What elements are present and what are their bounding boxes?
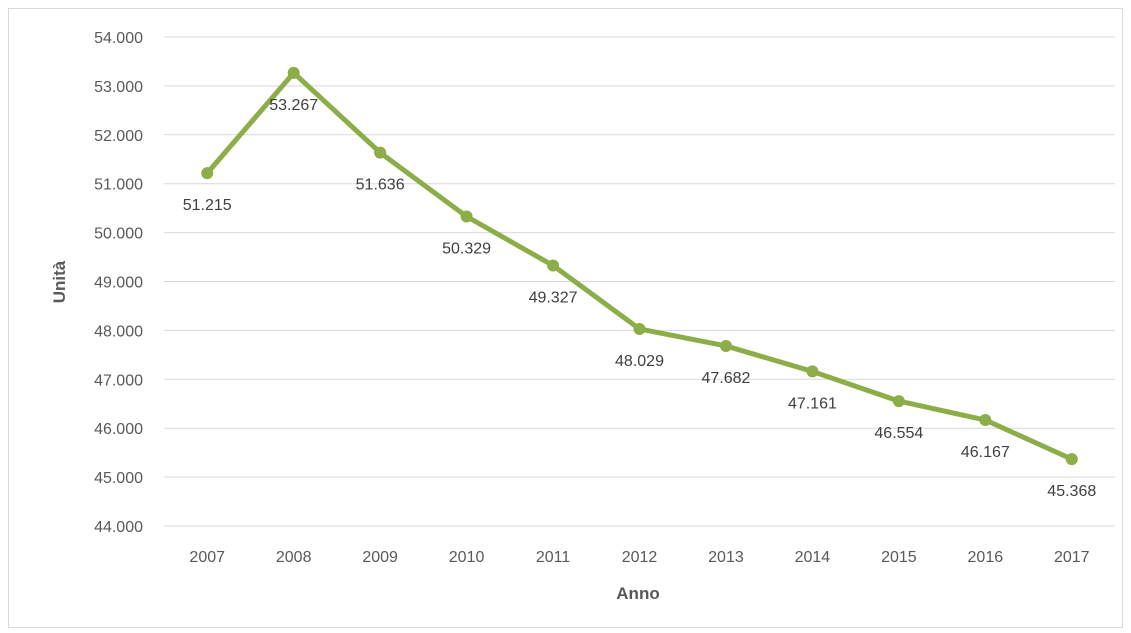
- x-tick-label: 2016: [968, 549, 1004, 566]
- x-tick-label: 2014: [795, 549, 831, 566]
- y-axis-ticks: 44.000 45.000 46.000 47.000 48.000 49.000 50.0…: [94, 30, 143, 536]
- y-tick-label: 46.000: [94, 421, 143, 438]
- y-tick-label: 52.000: [94, 128, 143, 145]
- data-label: 45.368: [1047, 483, 1096, 500]
- y-tick-label: 53.000: [94, 79, 143, 96]
- x-tick-label: 2008: [276, 549, 312, 566]
- data-point: [806, 365, 819, 378]
- data-point: [892, 395, 905, 408]
- y-tick-label: 48.000: [94, 323, 143, 340]
- x-tick-label: 2012: [622, 549, 658, 566]
- data-label: 49.327: [529, 290, 578, 307]
- data-point: [979, 414, 992, 427]
- data-label: 47.682: [701, 370, 750, 387]
- data-label: 53.267: [269, 97, 318, 114]
- x-tick-label: 2015: [881, 549, 917, 566]
- y-axis-title: Unità: [50, 260, 69, 303]
- y-tick-label: 54.000: [94, 30, 143, 47]
- data-label: 46.554: [874, 425, 923, 442]
- series-layer: [201, 66, 1078, 466]
- data-label: 47.161: [788, 395, 837, 412]
- y-tick-label: 44.000: [94, 519, 143, 536]
- x-tick-label: 2011: [536, 549, 571, 566]
- data-label: 48.029: [615, 353, 664, 370]
- y-tick-label: 49.000: [94, 275, 143, 292]
- data-point: [1065, 453, 1078, 466]
- x-axis-title: Anno: [616, 584, 659, 603]
- x-tick-label: 2009: [362, 549, 398, 566]
- chart-frame: [8, 8, 1123, 628]
- x-axis-ticks: 2007 2008 2009 2010 2011 2012 2013 2014 2015 2016…: [189, 549, 1089, 566]
- data-point: [201, 167, 214, 180]
- x-tick-label: 2013: [708, 549, 744, 566]
- data-point: [633, 322, 646, 335]
- x-tick-label: 2010: [449, 549, 485, 566]
- data-label: 51.636: [356, 177, 405, 194]
- data-label: 46.167: [961, 444, 1010, 461]
- x-tick-label: 2007: [189, 549, 225, 566]
- gridlines: [164, 36, 1115, 527]
- data-point: [547, 259, 560, 272]
- data-point: [460, 210, 473, 223]
- y-tick-label: 45.000: [94, 470, 143, 487]
- series-line: [204, 70, 1075, 462]
- y-tick-label: 47.000: [94, 372, 143, 389]
- data-point: [719, 339, 732, 352]
- x-tick-label: 2017: [1054, 549, 1090, 566]
- data-label: 50.329: [442, 241, 491, 258]
- data-point: [374, 146, 387, 159]
- y-tick-label: 50.000: [94, 226, 143, 243]
- data-labels: 51.215 53.267 51.636 50.329 49.327 48.029 47.6…: [183, 97, 1097, 500]
- y-tick-label: 51.000: [94, 177, 143, 194]
- data-point: [287, 66, 300, 79]
- data-label: 51.215: [183, 197, 232, 214]
